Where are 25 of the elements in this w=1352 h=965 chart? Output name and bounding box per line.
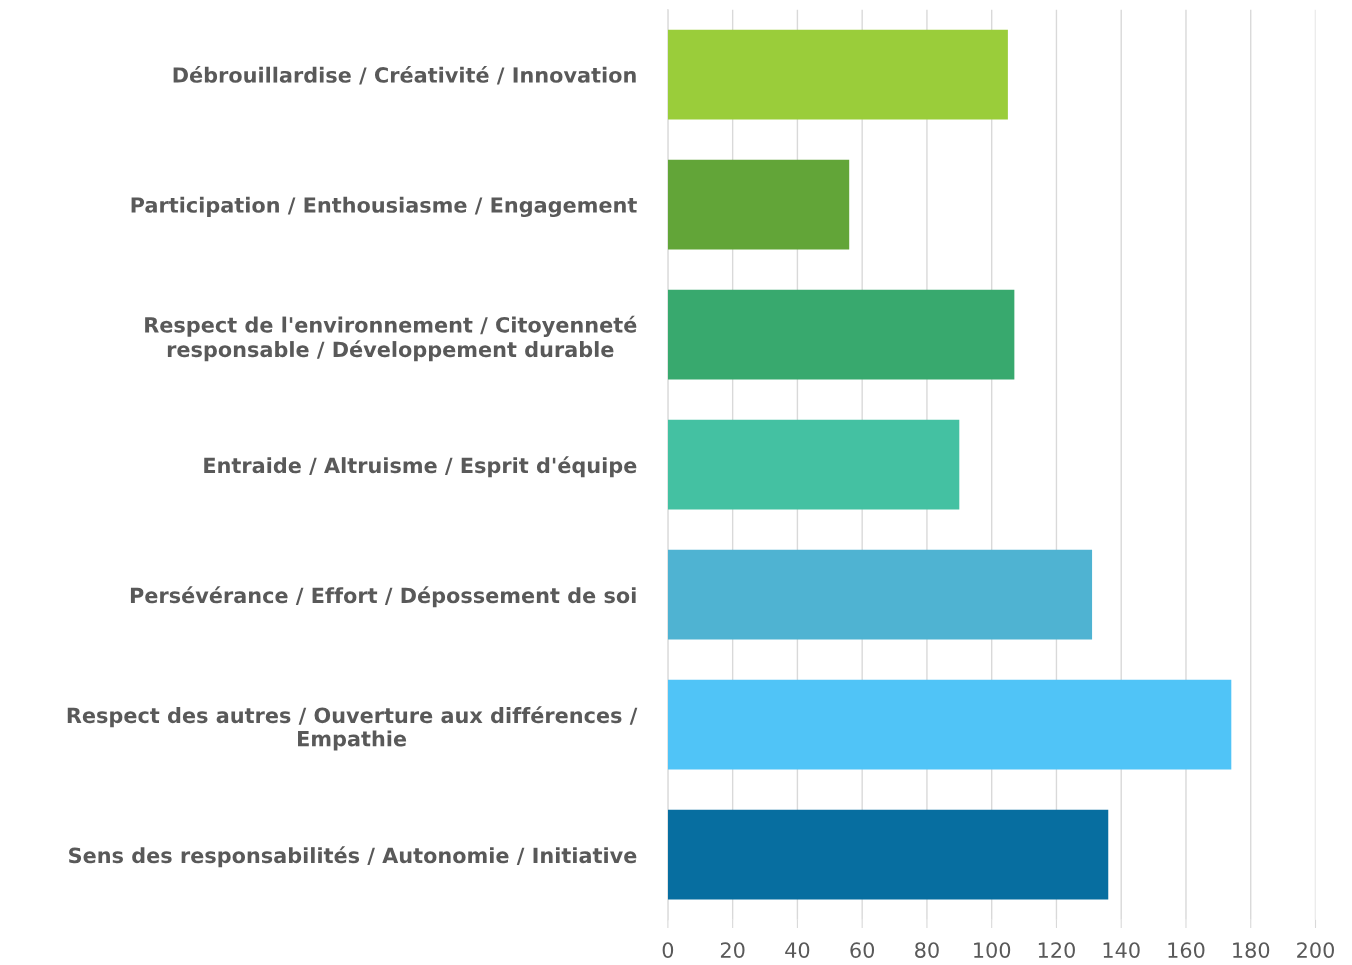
x-tick-label: 120: [1038, 942, 1075, 958]
bar: [667, 809, 1109, 900]
y-tick-label: Débrouillardise / Créativité / Innovation: [173, 65, 636, 85]
bar: [667, 549, 1093, 640]
bar: [667, 679, 1232, 770]
x-tick-label: 60: [850, 942, 875, 958]
bar: [667, 159, 850, 250]
y-tick-label: Respect de l'environnement / Citoyenneté responsable / Développement durable: [145, 315, 637, 362]
x-tick-label: 180: [1233, 942, 1270, 958]
bar: [667, 289, 1015, 380]
x-tick-label: 40: [785, 942, 810, 958]
y-tick-label: Participation / Enthousiasme / Engagement: [131, 196, 637, 218]
x-tick-label: 160: [1168, 942, 1205, 958]
x-tick-label: 100: [974, 942, 1011, 958]
x-tick-label: 20: [720, 942, 745, 958]
bar: [667, 419, 960, 510]
y-tick-label: Persévérance / Effort / Dépossement de soi: [130, 586, 636, 608]
y-tick-label: Respect des autres / Ouverture aux différences / Empathie: [67, 706, 638, 751]
x-tick-label: 0: [662, 942, 674, 958]
y-tick-label: Sens des responsabilités / Autonomie / Initiative: [69, 846, 637, 868]
x-tick-label: 80: [915, 942, 939, 958]
x-tick-label: 140: [1103, 942, 1140, 958]
bar: [667, 29, 1008, 120]
x-tick-label: 200: [1297, 942, 1334, 958]
y-tick-label: Entraide / Altruisme / Esprit d'équipe: [204, 456, 637, 478]
